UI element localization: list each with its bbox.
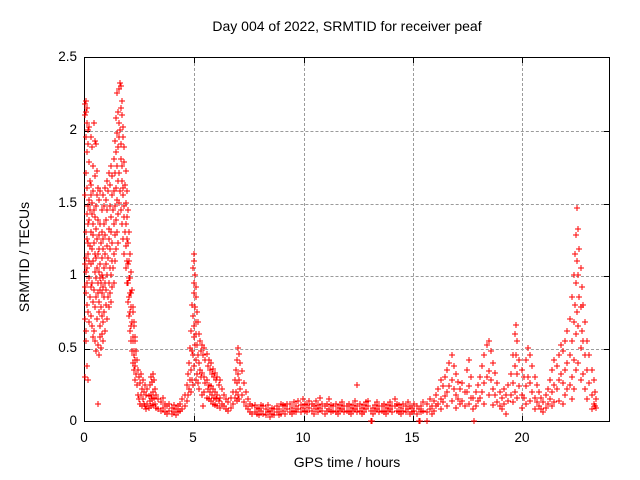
y-tick-label: 2.5 xyxy=(58,49,77,64)
x-gridline xyxy=(522,58,523,421)
y-tick-label: 0.5 xyxy=(58,340,77,355)
y-tick xyxy=(604,131,609,132)
y-tick xyxy=(85,276,90,277)
y-tick xyxy=(85,204,90,205)
x-tick xyxy=(522,416,523,421)
x-tick-label: 5 xyxy=(189,430,197,445)
x-tick xyxy=(413,58,414,63)
x-axis-label: GPS time / hours xyxy=(293,454,401,470)
y-tick-label: 1 xyxy=(69,267,77,282)
x-gridline xyxy=(304,58,305,421)
y-tick xyxy=(85,131,90,132)
x-tick-label: 15 xyxy=(404,430,420,445)
x-tick xyxy=(413,416,414,421)
y-gridline xyxy=(85,276,609,277)
y-gridline xyxy=(85,131,609,132)
x-tick-label: 10 xyxy=(295,430,311,445)
chart-title: Day 004 of 2022, SRMTID for receiver pea… xyxy=(212,18,482,34)
x-tick-label: 20 xyxy=(514,430,530,445)
y-tick xyxy=(604,276,609,277)
y-axis-label: SRMTID / TECUs xyxy=(16,201,32,313)
y-tick xyxy=(604,349,609,350)
y-gridline xyxy=(85,349,609,350)
x-tick xyxy=(522,58,523,63)
x-tick-label: 0 xyxy=(80,430,88,445)
x-tick xyxy=(194,416,195,421)
y-tick xyxy=(85,349,90,350)
x-gridline xyxy=(413,58,414,421)
x-tick xyxy=(304,416,305,421)
y-gridline xyxy=(85,204,609,205)
y-tick-label: 1.5 xyxy=(58,195,77,210)
x-tick xyxy=(194,58,195,63)
y-tick-label: 0 xyxy=(69,413,77,428)
x-gridline xyxy=(194,58,195,421)
y-tick xyxy=(604,204,609,205)
y-tick-label: 2 xyxy=(69,122,77,137)
x-tick xyxy=(304,58,305,63)
plot-area xyxy=(84,57,610,422)
